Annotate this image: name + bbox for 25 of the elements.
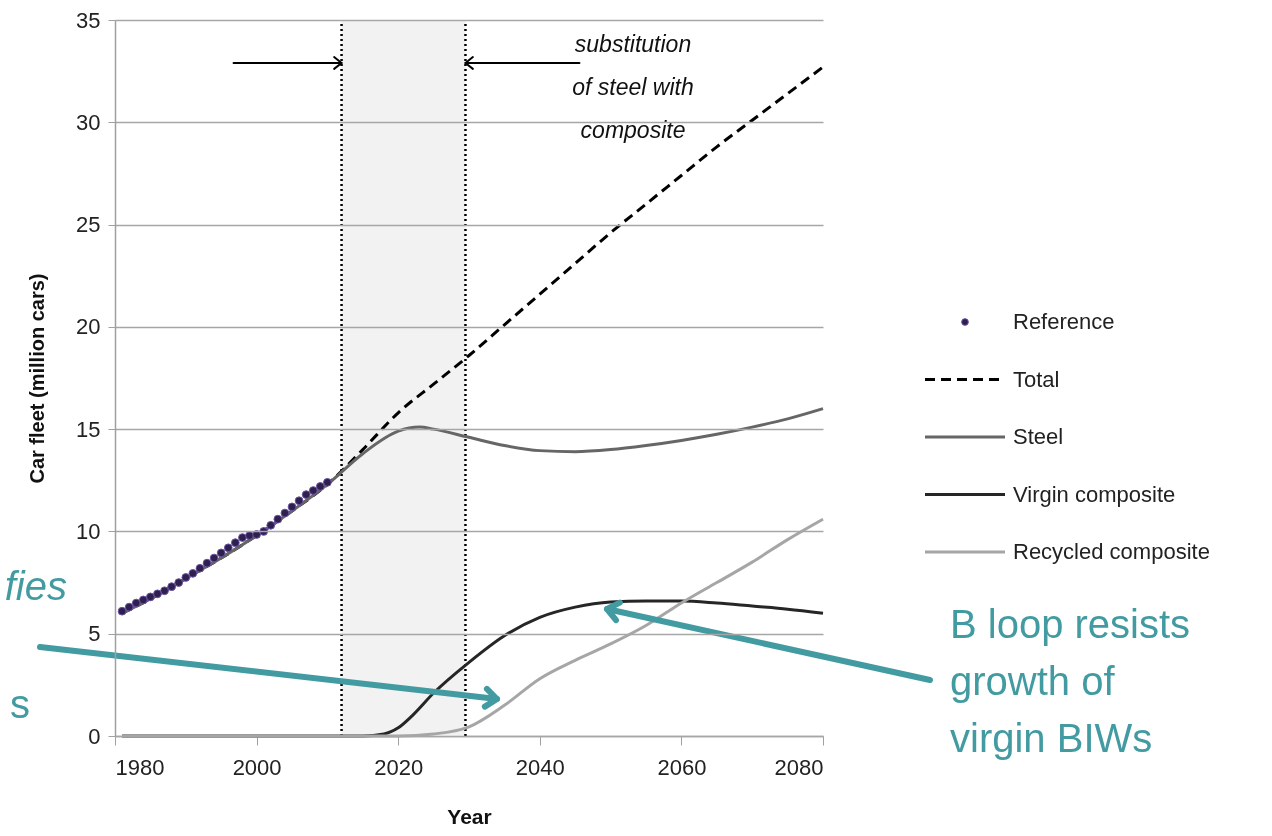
y-tick-label: 15 <box>76 416 101 442</box>
text: fies <box>4 564 67 608</box>
y-tick-label: 25 <box>76 212 101 238</box>
y-axis-title: Car fleet (million cars) <box>26 273 49 484</box>
y-tick-label: 10 <box>76 518 101 544</box>
y-tick-label: 5 <box>88 621 101 647</box>
x-tick-label: 2000 <box>232 754 282 780</box>
y-tick-label: 30 <box>76 109 101 135</box>
text: s <box>10 682 30 726</box>
y-tick-label: 0 <box>88 723 101 749</box>
x-tick-label: 2020 <box>374 754 424 780</box>
x-axis-title: Year <box>447 804 492 828</box>
annotation: substitution of steel with composite <box>572 31 694 143</box>
legend-label: Recycled composite <box>1013 539 1210 564</box>
x-tick-label: 2060 <box>657 754 707 780</box>
x-tick-label: 1980 <box>115 754 165 780</box>
text: B loop resists growth of virgin BIWs <box>950 602 1191 760</box>
legend-label: Virgin composite <box>1013 481 1176 507</box>
y-tick-label: 20 <box>76 314 101 340</box>
legend-label: Total <box>1013 366 1060 392</box>
legend-label: Reference <box>1013 309 1115 334</box>
legend-label: Steel <box>1013 424 1064 449</box>
x-tick-label: 2040 <box>515 754 565 780</box>
y-tick-label: 35 <box>76 7 101 33</box>
x-tick-label: 2080 <box>774 754 824 780</box>
